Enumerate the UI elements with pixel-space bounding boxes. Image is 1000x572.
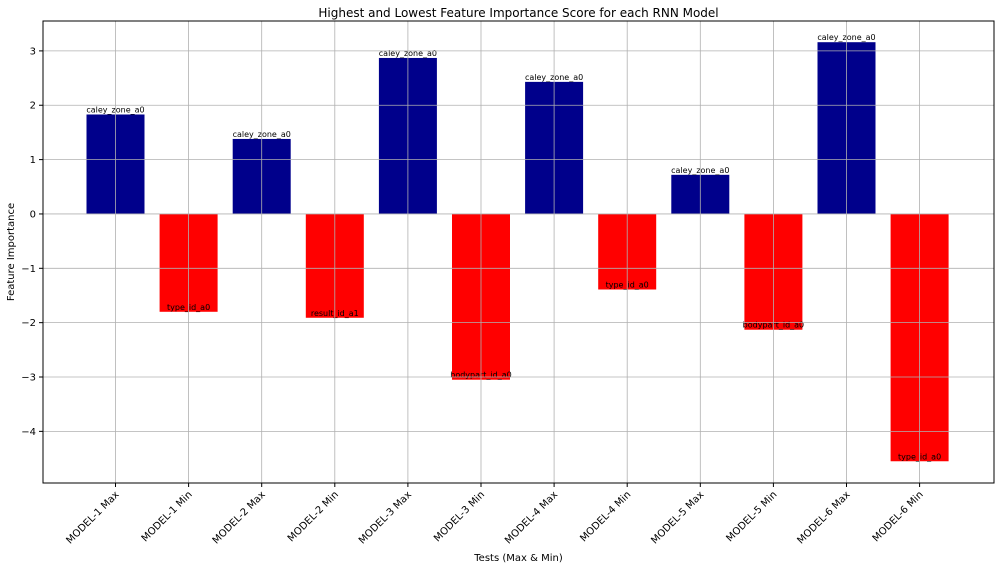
x-tick-label: MODEL-4 Max [503,489,560,546]
y-tick-label: 1 [30,155,36,166]
x-tick-label: MODEL-1 Max [65,489,122,546]
x-tick-label: MODEL-6 Min [871,489,926,544]
y-tick-label: −3 [21,373,36,384]
x-tick-label: MODEL-5 Min [724,489,779,544]
y-tick-label: 3 [30,46,36,57]
x-tick-label: MODEL-6 Max [796,489,853,546]
x-axis-label: Tests (Max & Min) [473,553,563,564]
x-tick-label: MODEL-3 Max [357,489,414,546]
plot-frame [42,20,995,484]
y-tick-label: −1 [21,264,36,275]
y-tick-label: 2 [30,101,36,112]
y-tick-label: −2 [21,318,36,329]
x-tick-label: MODEL-2 Min [286,489,341,544]
y-axis-label: Feature Importance [6,203,17,301]
chart-title: Highest and Lowest Feature Importance Sc… [318,6,718,20]
x-tick-label: MODEL-2 Max [211,489,268,546]
y-tick-label: −4 [21,427,36,438]
x-tick-label: MODEL-4 Min [578,489,633,544]
x-tick-label: MODEL-5 Max [649,489,706,546]
y-tick-label: 0 [30,209,36,220]
x-tick-label: MODEL-3 Min [432,489,487,544]
x-tick-label: MODEL-1 Min [140,489,195,544]
bar-label-layer: caley_zone_a0type_id_a0caley_zone_a0resu… [43,21,994,483]
